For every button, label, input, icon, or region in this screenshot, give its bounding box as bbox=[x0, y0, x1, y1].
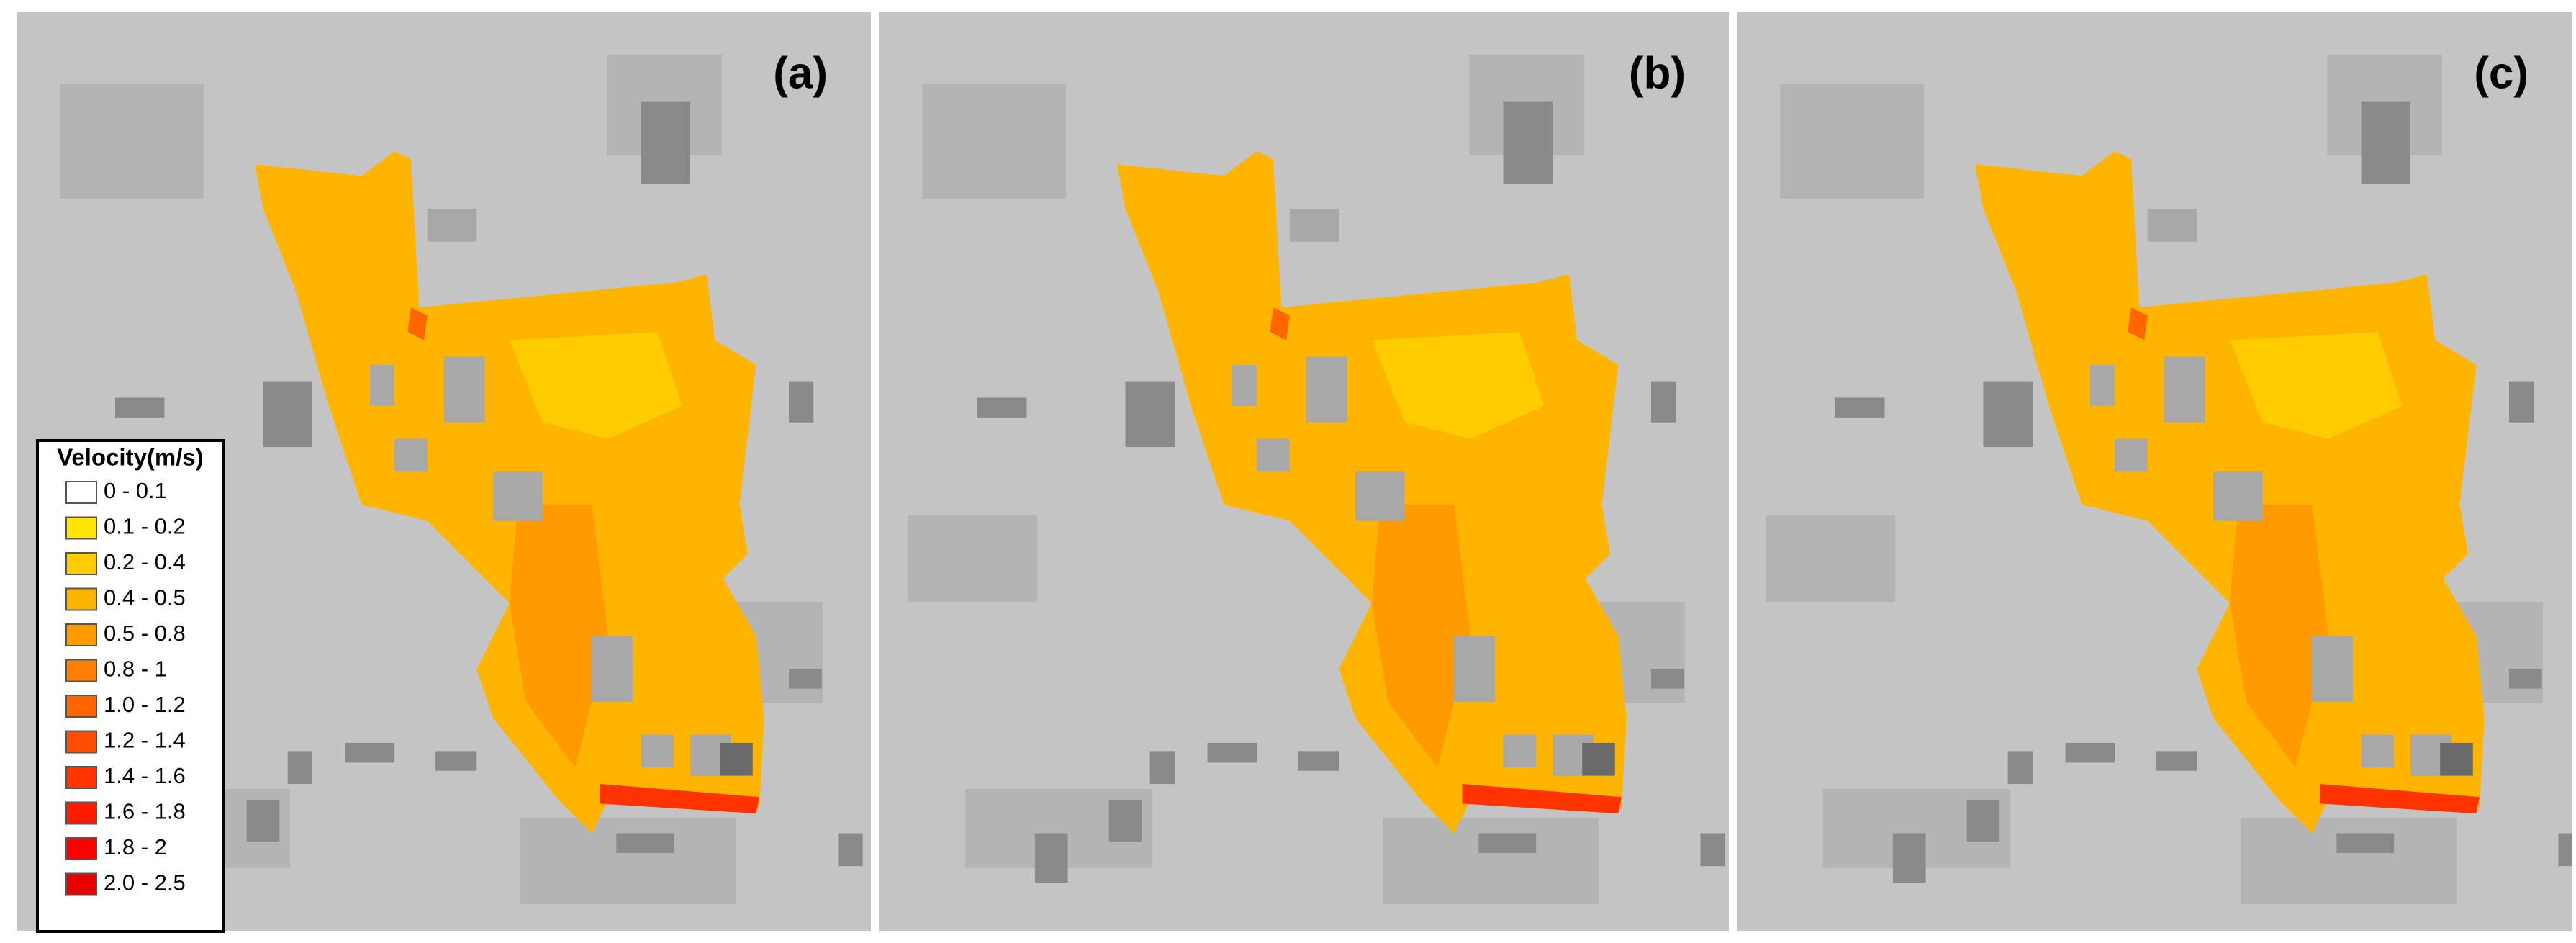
legend-swatch bbox=[65, 801, 97, 825]
legend-swatch bbox=[65, 766, 97, 789]
legend-swatch bbox=[65, 481, 97, 504]
map-image bbox=[1737, 12, 2572, 931]
legend-label: 0.4 - 0.5 bbox=[104, 585, 186, 610]
map-panel: (b) bbox=[879, 12, 1729, 931]
legend: Velocity(m/s) 0 - 0.1 0.1 - 0.2 0.2 - 0.4 0.… bbox=[36, 439, 225, 933]
legend-swatch bbox=[65, 695, 97, 718]
legend-label: 1.2 - 1.4 bbox=[104, 728, 186, 753]
legend-title: Velocity(m/s) bbox=[57, 444, 204, 471]
legend-label: 0.1 - 0.2 bbox=[104, 514, 186, 539]
legend-swatch bbox=[65, 872, 97, 896]
panel-label: (a) bbox=[773, 48, 828, 98]
legend-swatch bbox=[65, 552, 97, 575]
legend-label: 0.2 - 0.4 bbox=[104, 549, 186, 574]
map-panel: (c) bbox=[1737, 12, 2572, 931]
panel-label: (c) bbox=[2474, 48, 2528, 98]
legend-label: 2.0 - 2.5 bbox=[104, 870, 186, 895]
legend-label: 0 - 0.1 bbox=[104, 478, 167, 503]
legend-label: 0.8 - 1 bbox=[104, 657, 167, 682]
legend-swatch bbox=[65, 587, 97, 611]
legend-swatch bbox=[65, 623, 97, 646]
legend-swatch bbox=[65, 659, 97, 682]
legend-label: 1.8 - 2 bbox=[104, 834, 167, 859]
map-image bbox=[879, 12, 1729, 931]
panels: (a) (b) (c) Velocity(m/s) 0 - 0.1 0.1 - 0.2 0.… bbox=[17, 12, 2572, 933]
legend-label: 0.5 - 0.8 bbox=[104, 621, 186, 646]
legend-label: 1.0 - 1.2 bbox=[104, 692, 186, 717]
legend-swatch bbox=[65, 516, 97, 540]
legend-label: 1.4 - 1.6 bbox=[104, 763, 186, 788]
legend-swatch bbox=[65, 837, 97, 860]
legend-label: 1.6 - 1.8 bbox=[104, 799, 186, 824]
panel-label: (b) bbox=[1629, 48, 1686, 98]
legend-swatch bbox=[65, 730, 97, 754]
map-panel: (a) bbox=[17, 12, 871, 931]
